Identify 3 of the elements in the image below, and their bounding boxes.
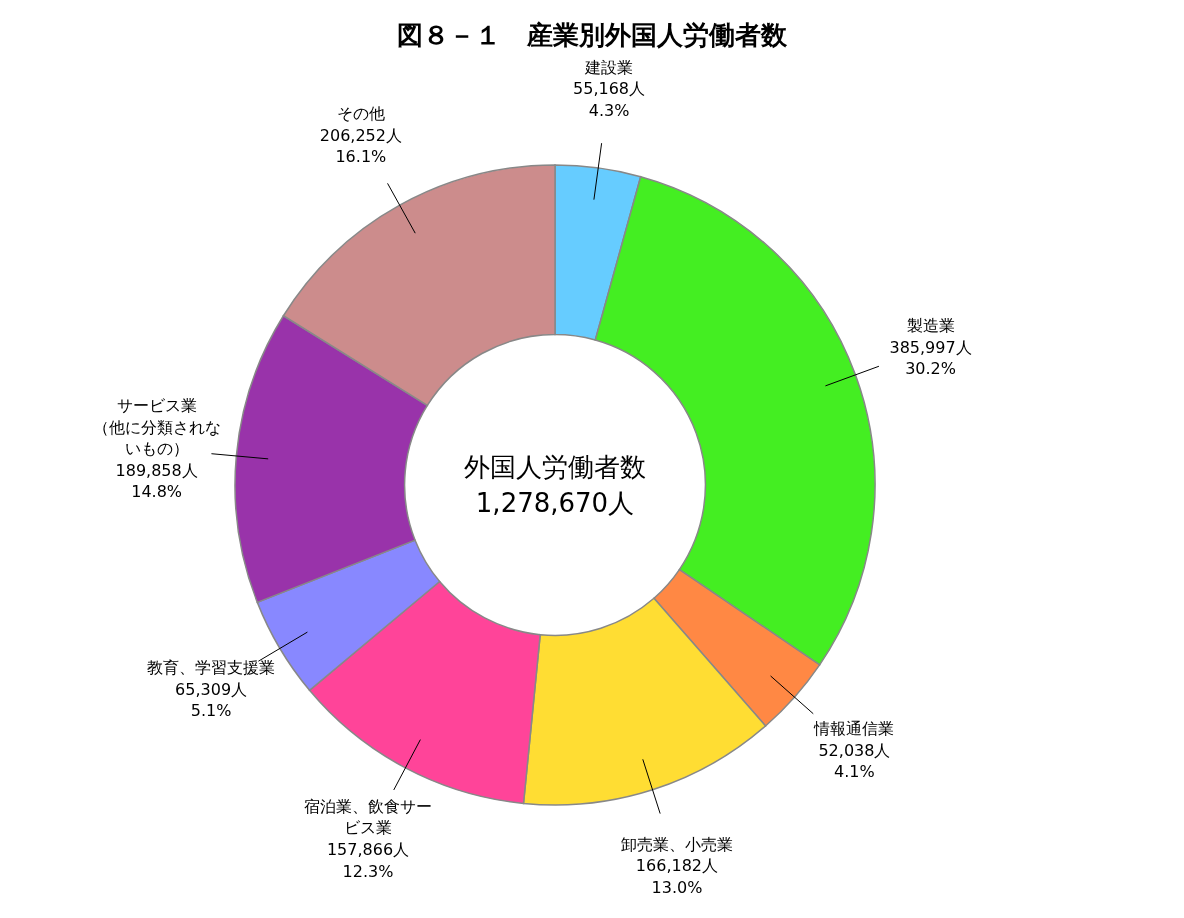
- title: 図８－１ 産業別外国人労働者数: [397, 20, 787, 50]
- annotation: 外国人労働者数: [464, 452, 646, 483]
- annotation: 1,278,670人: [475, 487, 635, 518]
